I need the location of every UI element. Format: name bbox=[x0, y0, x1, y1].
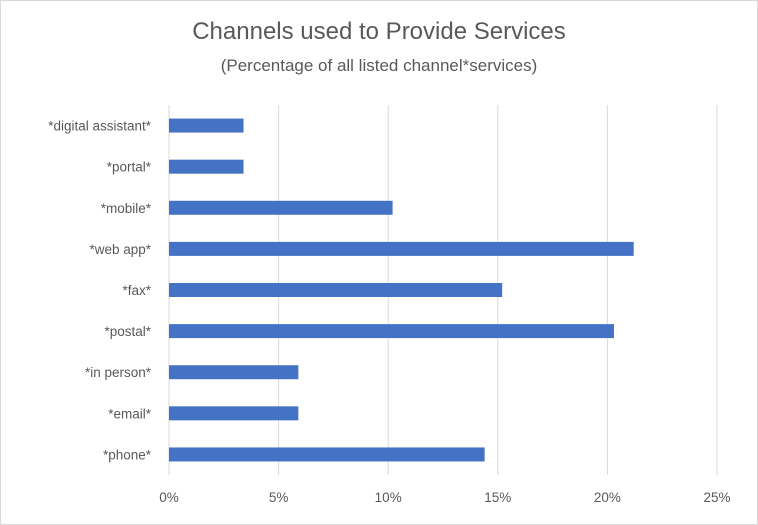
category-label: *portal* bbox=[107, 160, 152, 175]
x-tick-label: 25% bbox=[703, 490, 730, 505]
category-label: *mobile* bbox=[101, 201, 152, 216]
category-label: *phone* bbox=[103, 447, 152, 462]
category-label: *digital assistant* bbox=[48, 119, 152, 134]
bar bbox=[169, 283, 503, 297]
x-tick-label: 20% bbox=[594, 490, 621, 505]
bar bbox=[169, 406, 299, 421]
x-tick-labels: 0% 5% 10% 15% 20% 25% bbox=[159, 490, 730, 505]
bar bbox=[169, 447, 485, 462]
category-label: *fax* bbox=[122, 283, 151, 298]
x-tick-label: 0% bbox=[159, 490, 179, 505]
bar bbox=[169, 118, 244, 133]
x-tick-label: 5% bbox=[269, 490, 289, 505]
category-label: *in person* bbox=[85, 365, 152, 380]
x-tick-label: 10% bbox=[375, 490, 402, 505]
bar bbox=[169, 365, 299, 380]
category-label: *web app* bbox=[89, 242, 151, 257]
bar bbox=[169, 241, 634, 256]
chart-subtitle: (Percentage of all listed channel*servic… bbox=[220, 56, 538, 75]
category-label: *email* bbox=[108, 406, 152, 421]
chart-title: Channels used to Provide Services bbox=[192, 18, 566, 45]
bar bbox=[169, 159, 244, 174]
bars bbox=[169, 118, 634, 462]
category-labels: *digital assistant* *portal* *mobile* *web … bbox=[48, 119, 152, 463]
bar bbox=[169, 324, 614, 339]
category-label: *postal* bbox=[104, 324, 151, 339]
bar bbox=[169, 200, 393, 215]
x-tick-label: 15% bbox=[484, 490, 511, 505]
